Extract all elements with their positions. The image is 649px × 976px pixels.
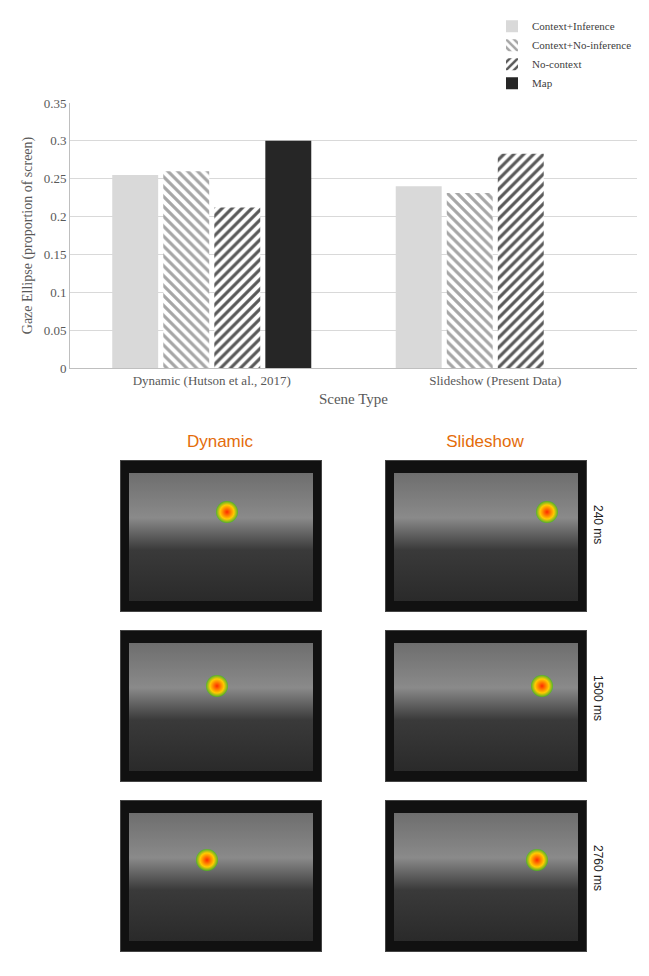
html-text:Slideshow: Slideshow xyxy=(446,432,524,451)
svg-text:0: 0 xyxy=(60,361,67,376)
svg-text:Dynamic (Hutson et al., 2017): Dynamic (Hutson et al., 2017) xyxy=(133,373,291,388)
html-text:240 ms: 240 ms xyxy=(591,505,605,545)
svg-text:0.2: 0.2 xyxy=(50,209,66,224)
svg-text:No-context: No-context xyxy=(532,58,581,70)
svg-text:Gaze Ellipse (proportion of sc: Gaze Ellipse (proportion of screen) xyxy=(20,136,36,334)
svg-text:0.3: 0.3 xyxy=(50,133,66,148)
svg-text:Context+Inference: Context+Inference xyxy=(532,20,615,32)
svg-text:0.05: 0.05 xyxy=(44,323,67,338)
svg-text:0.25: 0.25 xyxy=(44,171,67,186)
svg-text:0.15: 0.15 xyxy=(44,247,67,262)
svg-text:0.35: 0.35 xyxy=(44,96,67,111)
svg-text:Context+No-inference: Context+No-inference xyxy=(532,39,631,51)
svg-text:0.1: 0.1 xyxy=(50,285,66,300)
svg-text:Slideshow (Present Data): Slideshow (Present Data) xyxy=(429,373,561,388)
html-text:2760 ms: 2760 ms xyxy=(591,845,605,891)
svg-text:Map: Map xyxy=(532,77,553,89)
svg-text:Scene Type: Scene Type xyxy=(319,391,388,407)
html-text:Dynamic: Dynamic xyxy=(186,432,254,451)
html-text:1500 ms: 1500 ms xyxy=(591,675,605,721)
